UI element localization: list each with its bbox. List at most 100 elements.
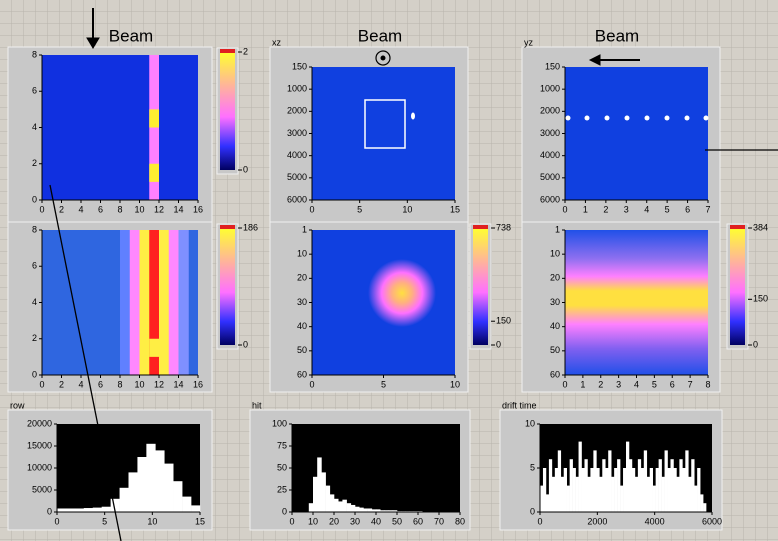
histogram-bar [129,472,138,512]
x-tick-label: 10 [134,379,144,389]
y-tick-label: 30 [297,297,307,307]
x-tick-label: 3 [624,204,629,214]
x-tick-label: 2000 [587,516,607,526]
x-tick-label: 12 [154,204,164,214]
histogram-bar [691,459,694,512]
y-tick-label: 5 [530,462,535,472]
histogram-bar [582,468,585,512]
page: {"headers": ["Beam", "Beam", "Beam"], "p… [0,0,778,541]
y-tick-label: 6 [32,86,37,96]
histogram-bar [347,503,352,512]
x-tick-label: 7 [688,379,693,389]
y-tick-label: 150 [292,61,307,71]
x-tick-label: 2 [59,379,64,389]
colorbar-cap [220,49,235,53]
y-tick-label: 8 [32,49,37,59]
y-tick-label: 40 [297,321,307,331]
histogram-bar [644,450,647,512]
y-tick-label: 100 [272,418,287,428]
heatmap-cell [149,164,159,182]
y-tick-label: 2 [32,158,37,168]
x-tick-label: 30 [350,516,360,526]
histogram-bar [659,459,662,512]
heatmap-cell [179,230,189,375]
histogram-bar [567,486,570,512]
x-tick-label: 5 [652,379,657,389]
histogram-bar [617,459,620,512]
y-tick-label: 5000 [287,172,307,182]
heatmap-cell [120,230,130,375]
beam-spot [566,116,571,121]
histogram-bar [670,459,673,512]
y-tick-label: 50 [297,345,307,355]
x-tick-label: 6 [670,379,675,389]
beam-spot [411,113,415,120]
x-tick-label: 12 [154,379,164,389]
histogram-bar [694,486,697,512]
beam-label: Beam [595,26,639,45]
heatmap-cell [130,230,140,375]
heatmap [312,67,455,200]
graph-label: row [10,400,25,410]
histogram-bar [662,477,665,512]
histogram-bar [191,505,200,512]
histogram-bar [173,481,182,512]
histogram-bar [620,486,623,512]
x-tick-label: 0 [39,204,44,214]
y-tick-label: 15000 [27,440,52,450]
colorbar-cap [220,225,235,229]
histogram-bar [679,459,682,512]
heatmap [565,230,708,375]
x-tick-label: 6 [98,204,103,214]
x-tick-label: 20 [329,516,339,526]
histogram-bar [552,477,555,512]
y-tick-label: 4 [32,297,37,307]
y-tick-label: 6 [32,261,37,271]
x-tick-label: 60 [413,516,423,526]
y-tick-label: 0 [32,194,37,204]
y-tick-label: 0 [530,506,535,516]
heatmap-cell [140,230,150,375]
x-tick-label: 3 [616,379,621,389]
histogram-bar [93,508,102,512]
x-tick-label: 50 [392,516,402,526]
beam-spot [625,116,630,121]
histogram-bar [555,468,558,512]
histogram-bar [66,508,75,512]
histogram-bar [688,477,691,512]
histogram-bar [576,477,579,512]
histogram-bar [635,477,638,512]
histogram-bar [656,468,659,512]
x-tick-label: 16 [193,204,203,214]
graph-label: xz [272,37,282,47]
x-tick-label: 6 [98,379,103,389]
histogram-bar [309,503,314,512]
heatmap [565,67,708,200]
histogram-bar [334,499,339,512]
y-tick-label: 20 [550,273,560,283]
x-tick-label: 0 [537,516,542,526]
x-tick-label: 6000 [702,516,722,526]
histogram-bar [650,468,653,512]
histogram-bar [668,468,671,512]
y-tick-label: 3000 [287,128,307,138]
y-tick-label: 150 [545,61,560,71]
histogram-bar [602,459,605,512]
histogram-bar [338,501,343,512]
x-tick-label: 15 [450,204,460,214]
histogram-bar [351,505,356,512]
histogram-bar [665,450,668,512]
y-tick-label: 20000 [27,418,52,428]
y-tick-label: 4000 [540,150,560,160]
x-tick-label: 10 [147,516,157,526]
x-tick-label: 1 [580,379,585,389]
x-tick-label: 5 [357,204,362,214]
histogram-bar [614,468,617,512]
histogram-bar [549,459,552,512]
x-tick-label: 0 [289,516,294,526]
histogram-bar [155,450,164,512]
y-tick-label: 2000 [540,106,560,116]
y-tick-label: 50 [550,345,560,355]
x-tick-label: 80 [455,516,465,526]
histogram-bar [313,477,318,512]
